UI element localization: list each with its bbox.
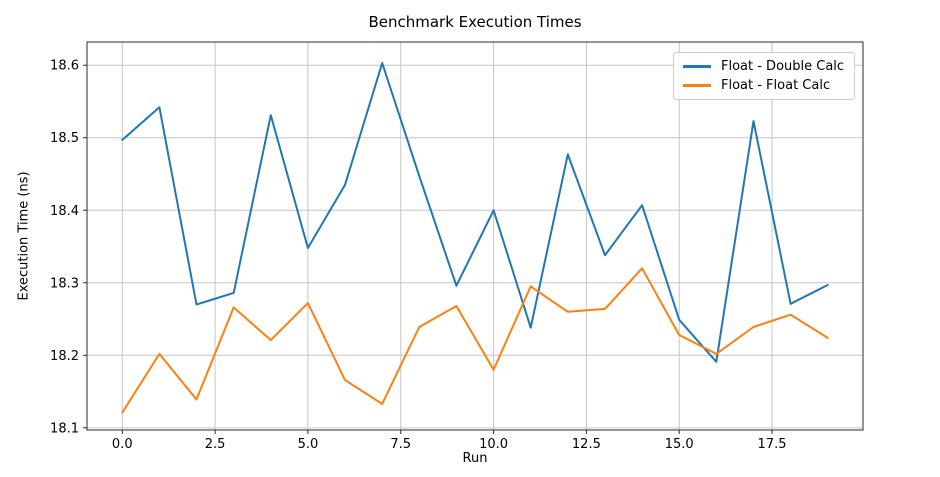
y-axis-label: Execution Time (ns) [16, 171, 32, 301]
legend-line-swatch-0 [683, 65, 711, 68]
x-tick-label: 5.0 [298, 437, 319, 452]
x-tick-label: 7.5 [390, 437, 411, 452]
x-tick-label: 15.0 [665, 437, 694, 452]
series-line-1 [121, 267, 829, 414]
y-tick-label: 18.4 [50, 204, 79, 219]
y-tick-label: 18.3 [50, 276, 79, 291]
y-tick-label: 18.6 [50, 59, 79, 74]
legend-item: Float - Float Calc [683, 76, 846, 95]
x-tick-label: 2.5 [205, 437, 226, 452]
x-tick-label: 0.0 [112, 437, 133, 452]
series-line-0 [121, 62, 829, 363]
legend-label: Float - Double Calc [721, 59, 845, 74]
y-tick-label: 18.5 [50, 131, 79, 146]
plot-border [86, 41, 864, 431]
x-tick-label: 12.5 [572, 437, 601, 452]
legend-line-swatch-1 [683, 84, 711, 87]
legend-item: Float - Double Calc [683, 57, 846, 76]
chart-title: Benchmark Execution Times [368, 13, 582, 31]
legend-label: Float - Float Calc [721, 78, 831, 93]
legend: Float - Double Calc Float - Float Calc [673, 52, 855, 100]
x-tick-label: 17.5 [758, 437, 787, 452]
y-tick-label: 18.2 [50, 349, 79, 364]
x-tick-label: 10.0 [479, 437, 508, 452]
x-axis-label: Run [462, 451, 488, 466]
y-tick-label: 18.1 [50, 421, 79, 436]
